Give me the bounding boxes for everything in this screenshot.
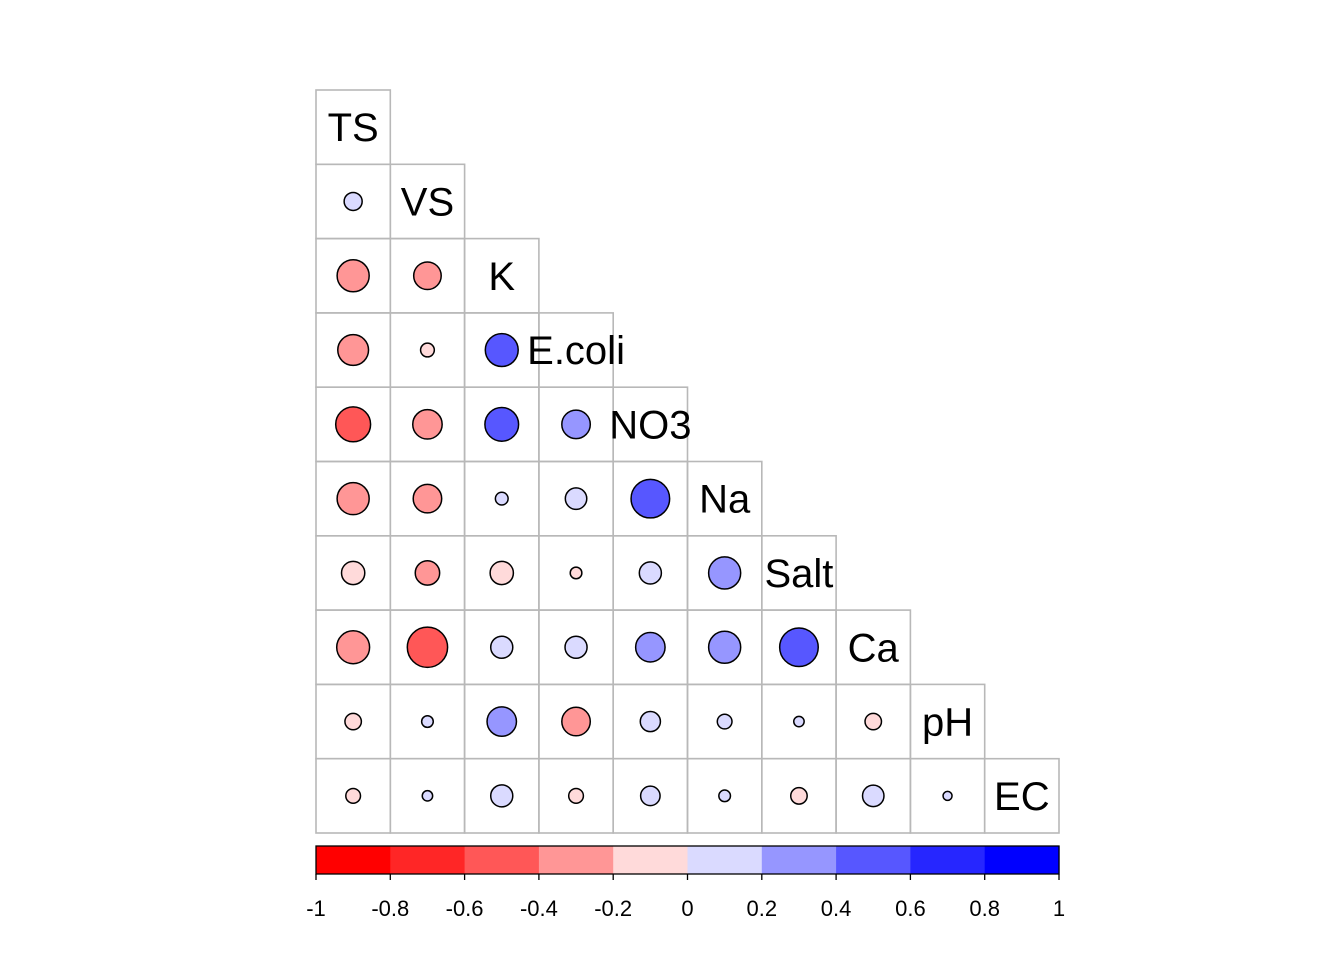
correlation-circle <box>707 556 742 590</box>
variable-label: pH <box>922 701 973 745</box>
correlation-circle <box>793 715 805 728</box>
correlation-circle <box>716 713 733 730</box>
colorbar-segment <box>613 846 689 874</box>
variable-label: VS <box>401 180 454 224</box>
variable-label: K <box>488 255 515 299</box>
variable-label: E.coli <box>527 329 625 373</box>
variable-label: Salt <box>764 552 833 596</box>
colorbar-segment <box>464 846 540 874</box>
correlation-circle <box>335 630 371 665</box>
matrix-cells <box>315 89 1060 834</box>
colorbar-segment <box>910 846 986 874</box>
correlation-circle <box>489 560 515 586</box>
correlation-circle <box>638 561 663 585</box>
correlation-circle <box>336 258 370 293</box>
correlation-circle <box>411 408 443 440</box>
correlation-circle <box>567 787 585 804</box>
variable-label: EC <box>994 775 1050 819</box>
colorbar-tick-label: 0 <box>681 896 693 921</box>
correlation-circle <box>420 714 435 729</box>
variable-label: NO3 <box>609 403 691 447</box>
correlation-circle <box>414 560 441 586</box>
colorbar-segment <box>761 846 837 874</box>
correlation-circle <box>412 483 443 514</box>
correlation-circle <box>864 712 883 731</box>
colorbar-segment <box>984 846 1060 874</box>
colorbar-tick-label: -0.4 <box>520 896 558 921</box>
colorbar-tick-label: -0.6 <box>446 896 484 921</box>
colorbar-segment <box>687 846 763 874</box>
colorbar-segment <box>836 846 911 874</box>
correlation-circle <box>861 784 885 808</box>
correlation-circle <box>634 631 666 663</box>
correlation-circle <box>344 712 363 731</box>
variable-label: Ca <box>848 626 900 670</box>
correlation-circle <box>334 406 372 443</box>
correlation-circle <box>630 478 671 519</box>
colorbar-tick-label: 0.8 <box>969 896 1000 921</box>
variable-label: TS <box>328 106 379 150</box>
colorbar-tick-label: -1 <box>306 896 326 921</box>
correlation-circle <box>564 487 588 511</box>
correlation-circle <box>419 342 436 358</box>
correlation-circle <box>718 789 732 803</box>
correlation-circles <box>334 191 953 808</box>
correlation-circle <box>336 481 370 516</box>
correlation-circle <box>412 261 442 291</box>
colorbar-tick-label: 0.4 <box>821 896 852 921</box>
correlation-circle <box>942 790 953 802</box>
correlation-circle <box>406 626 449 669</box>
correlation-circle <box>486 706 518 738</box>
correlation-circle <box>421 789 434 802</box>
correlation-circle <box>707 630 742 665</box>
correlation-circle <box>639 710 662 733</box>
correlation-circle <box>494 491 509 506</box>
correlation-circle <box>778 627 819 668</box>
colorbar-segment <box>390 846 466 874</box>
colorbar: -1 -0.8 -0.6 -0.4 -0.2 0 0.2 0.4 0.6 0.8 1 <box>306 845 1065 921</box>
colorbar-segment <box>538 846 614 874</box>
colorbar-tick-label: -0.2 <box>594 896 632 921</box>
colorbar-segment <box>316 846 391 874</box>
correlation-circle <box>639 785 661 807</box>
correlation-circle <box>489 635 514 660</box>
variable-label: Na <box>699 478 751 522</box>
colorbar-tick-label: 1 <box>1053 896 1065 921</box>
correlation-circle <box>561 409 592 440</box>
colorbar-tick-label: -0.8 <box>371 896 409 921</box>
correlation-circle <box>484 406 520 442</box>
correlation-circle <box>343 191 363 212</box>
correlation-circle <box>564 635 588 660</box>
correlation-circle <box>489 784 514 808</box>
correlation-circle <box>561 706 592 737</box>
correlation-circle <box>337 333 370 367</box>
correlation-circle <box>340 560 366 586</box>
correlation-circle <box>484 332 519 368</box>
colorbar-tick-label: 0.2 <box>747 896 778 921</box>
correlation-circle <box>345 787 362 804</box>
matrix-cell <box>983 757 1060 834</box>
correlation-circle <box>569 566 583 580</box>
correlation-circle <box>789 786 808 805</box>
colorbar-tick-label: 0.6 <box>895 896 926 921</box>
